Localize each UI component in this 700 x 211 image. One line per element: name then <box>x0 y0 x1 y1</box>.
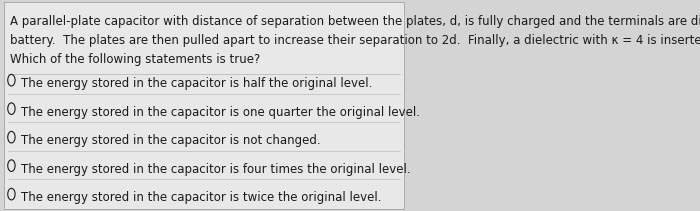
Text: The energy stored in the capacitor is half the original level.: The energy stored in the capacitor is ha… <box>21 77 372 91</box>
Text: The energy stored in the capacitor is twice the original level.: The energy stored in the capacitor is tw… <box>21 191 382 204</box>
Text: The energy stored in the capacitor is four times the original level.: The energy stored in the capacitor is fo… <box>21 163 411 176</box>
Text: The energy stored in the capacitor is not changed.: The energy stored in the capacitor is no… <box>21 134 321 147</box>
Text: The energy stored in the capacitor is one quarter the original level.: The energy stored in the capacitor is on… <box>21 106 420 119</box>
FancyBboxPatch shape <box>4 2 404 209</box>
Text: A parallel-plate capacitor with distance of separation between the plates, d, is: A parallel-plate capacitor with distance… <box>10 15 700 28</box>
Text: Which of the following statements is true?: Which of the following statements is tru… <box>10 53 260 66</box>
Text: battery.  The plates are then pulled apart to increase their separation to 2d.  : battery. The plates are then pulled apar… <box>10 34 700 47</box>
